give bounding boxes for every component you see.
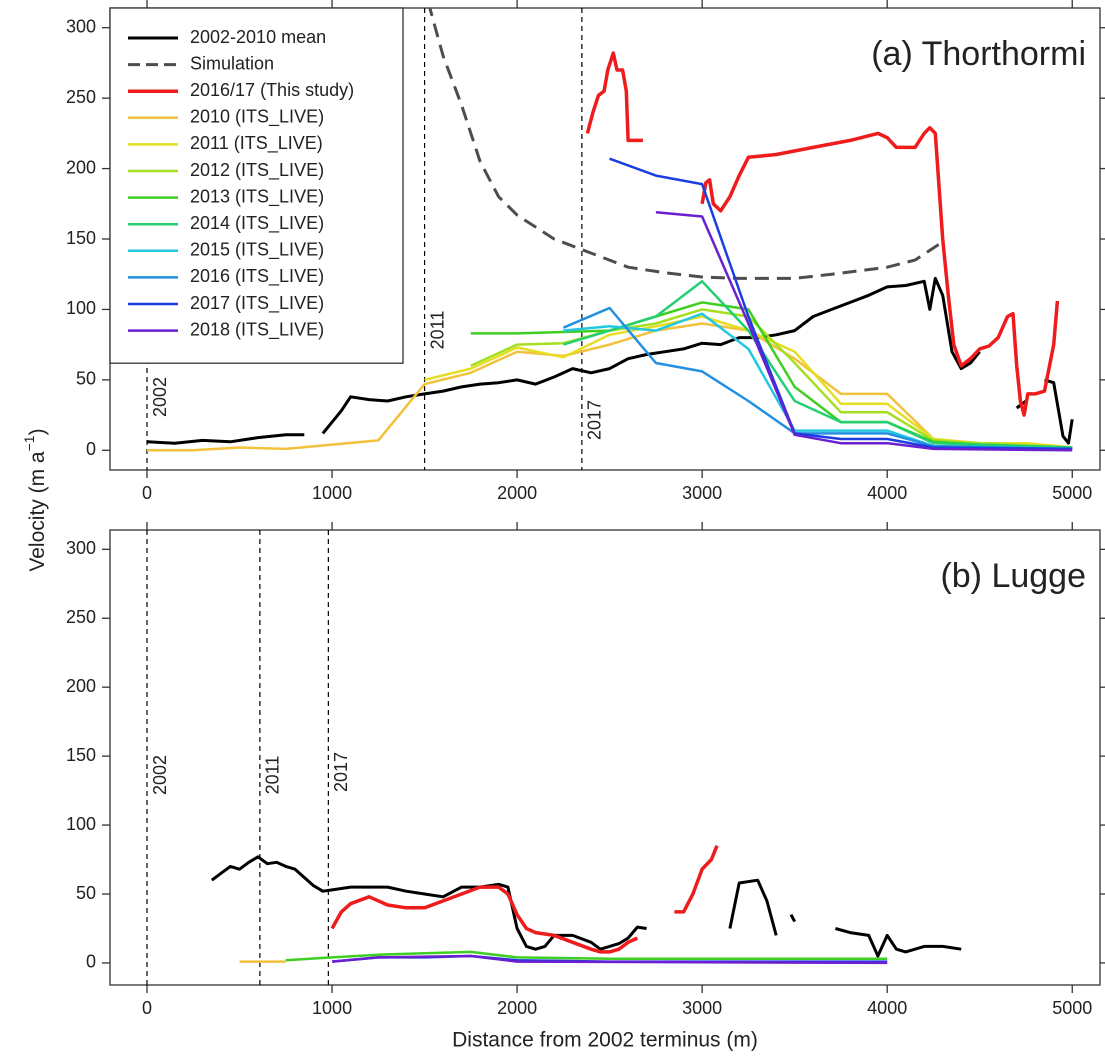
series-group [210, 845, 962, 965]
y-tick-label: 250 [66, 87, 96, 107]
y-tick-label: 50 [76, 369, 96, 389]
y-tick-label: 50 [76, 883, 96, 903]
x-tick-label: 5000 [1052, 483, 1092, 503]
series-line [210, 855, 962, 958]
legend-label: 2016 (ITS_LIVE) [190, 266, 324, 287]
legend-label: Simulation [190, 53, 274, 73]
x-tick-label: 3000 [682, 998, 722, 1018]
x-tick-label: 5000 [1052, 998, 1092, 1018]
series-line [285, 950, 888, 962]
legend-label: 2013 (ITS_LIVE) [190, 186, 324, 207]
x-tick-label: 4000 [867, 483, 907, 503]
series-line [147, 322, 1073, 452]
series-line [331, 954, 888, 965]
panel-title: (a) Thorthormi [871, 35, 1086, 73]
series-line [563, 280, 1073, 449]
legend-label: 2012 (ITS_LIVE) [190, 160, 324, 181]
terminus-label: 2011 [427, 311, 447, 350]
terminus-label: 2017 [331, 752, 351, 792]
series-line [563, 312, 1073, 451]
legend-label: 2014 (ITS_LIVE) [190, 213, 324, 234]
x-tick-label: 0 [142, 998, 152, 1018]
legend-label: 2015 (ITS_LIVE) [190, 240, 324, 261]
series-group [146, 8, 1074, 452]
y-tick-label: 0 [86, 952, 96, 972]
x-tick-label: 4000 [867, 998, 907, 1018]
x-tick-label: 3000 [682, 483, 722, 503]
terminus-label: 2017 [585, 400, 605, 440]
x-tick-label: 2000 [497, 483, 537, 503]
terminus-label: 2002 [150, 755, 170, 795]
legend-label: 2017 (ITS_LIVE) [190, 293, 324, 314]
y-tick-label: 300 [66, 16, 96, 36]
series-line [609, 157, 1073, 451]
series-line [330, 845, 719, 954]
y-tick-label: 0 [86, 439, 96, 459]
y-tick-label: 100 [66, 298, 96, 318]
y-tick-label: 150 [66, 228, 96, 248]
y-tick-label: 200 [66, 157, 96, 177]
y-axis-label-part: −1 [21, 435, 37, 451]
panel-title: (b) Lugge [940, 557, 1086, 595]
series-line [146, 276, 1074, 445]
series-line [655, 210, 1073, 452]
x-tick-label: 2000 [497, 998, 537, 1018]
terminus-label: 2002 [150, 377, 170, 417]
legend-label: 2018 (ITS_LIVE) [190, 319, 324, 340]
y-axis-label-part: Velocity (m a [26, 451, 49, 572]
series-line [428, 8, 944, 280]
y-tick-label: 250 [66, 607, 96, 627]
x-tick-label: 1000 [312, 998, 352, 1018]
y-tick-label: 200 [66, 676, 96, 696]
x-tick-label: 0 [142, 483, 152, 503]
x-axis-label: Distance from 2002 terminus (m) [452, 1029, 758, 1052]
y-tick-label: 150 [66, 745, 96, 765]
x-tick-label: 1000 [312, 483, 352, 503]
series-line [562, 306, 1073, 451]
series-line [470, 301, 1073, 449]
y-tick-label: 300 [66, 538, 96, 558]
plot-frame [109, 529, 1101, 986]
legend-label: 2011 (ITS_LIVE) [190, 133, 323, 154]
y-axis-label: Velocity (m a−1) [21, 428, 49, 571]
legend-label: 2016/17 (This study) [190, 80, 354, 100]
y-axis-label-part: ) [26, 428, 49, 435]
legend-label: 2010 (ITS_LIVE) [190, 107, 324, 128]
terminus-label: 2011 [263, 756, 283, 795]
y-tick-label: 100 [66, 814, 96, 834]
series-line [585, 51, 1060, 417]
legend-label: 2002-2010 mean [190, 27, 326, 47]
